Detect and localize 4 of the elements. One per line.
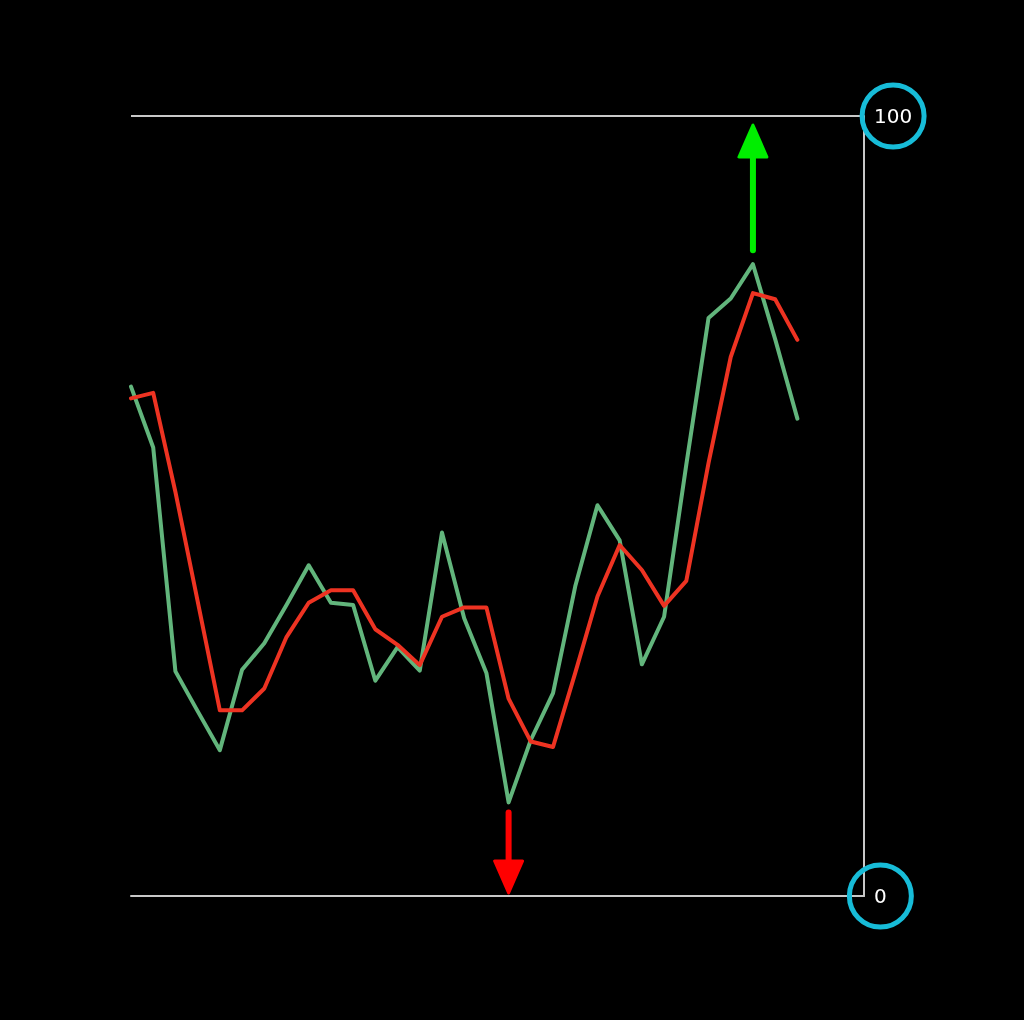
y-tick-label: 100: [874, 104, 913, 128]
line-series: [129, 291, 800, 750]
line-series: [129, 262, 800, 805]
y-tick-label: 0: [874, 884, 887, 908]
